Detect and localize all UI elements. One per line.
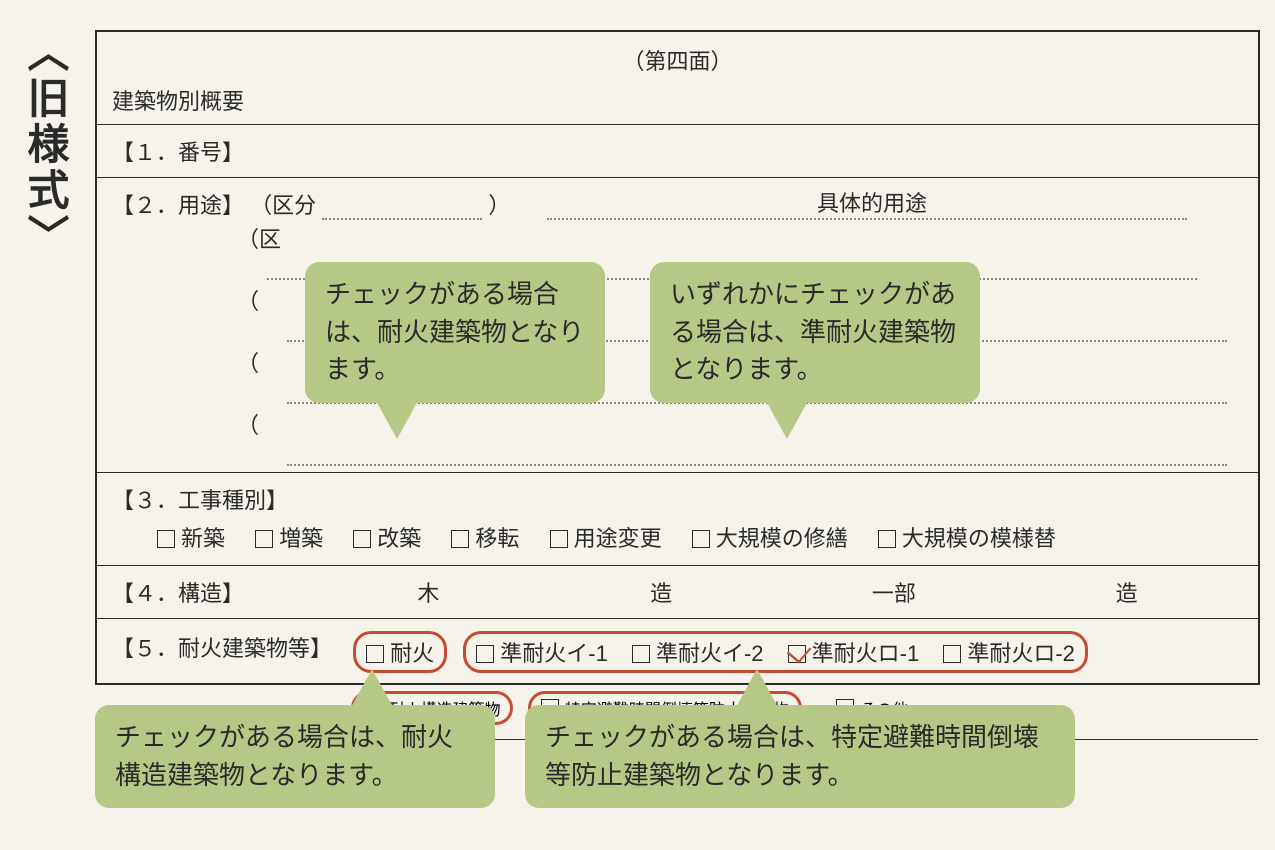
struct-part: 造 [1010, 576, 1243, 608]
checkbox-icon [476, 645, 494, 663]
cb-daikibo-shuzen[interactable]: 大規模の修繕 [692, 521, 848, 553]
cb-label: 耐火 [390, 641, 434, 666]
cb-label: 用途変更 [574, 526, 662, 551]
cb-kaichiku[interactable]: 改築 [353, 521, 421, 553]
callout-text: いずれかにチェックがある場合は、準耐火建築物となります。 [670, 279, 956, 384]
row2-label: 【２．用途】 [112, 188, 244, 220]
cb-iten[interactable]: 移転 [451, 521, 519, 553]
kubun-short: （ [237, 289, 259, 314]
fire-group-2: 準耐火イ-1 準耐火イ-2 準耐火ロ-1 準耐火ロ-2 [463, 631, 1088, 673]
struct-part: 木 [312, 576, 545, 608]
cb-label: 大規模の修繕 [716, 526, 848, 551]
cb-label: 大規模の模様替 [902, 526, 1056, 551]
cb-label: 準耐火ロ-2 [967, 641, 1075, 666]
callout-tail-icon [375, 399, 419, 439]
checkbox-icon [255, 530, 273, 548]
cb-label: 改築 [377, 526, 421, 551]
cb-label: 増築 [279, 526, 323, 551]
cb-label: 移転 [475, 526, 519, 551]
cb-label: 準耐火ロ-1 [812, 641, 920, 666]
cb-daikibo-moyougae[interactable]: 大規模の模様替 [878, 521, 1056, 553]
kubun-prefix: （区分 [250, 193, 316, 218]
callout-tail-icon [765, 399, 809, 439]
row-fireproof: 【５．耐火建築物等】 耐火 準耐火イ-1 準耐火イ-2 準耐火ロ-1 準耐火ロ-… [97, 618, 1258, 683]
row3-label: 【３．工事種別】 [112, 483, 288, 515]
checkbox-icon [366, 645, 384, 663]
cb-youtohenko[interactable]: 用途変更 [550, 521, 662, 553]
struct-part: 一部 [778, 576, 1011, 608]
kubun-short: （ [237, 351, 259, 376]
callout-1: チェックがある場合は、耐火建築物となります。 [305, 262, 605, 403]
kubun-short: （区 [237, 227, 281, 252]
callout-4: チェックがある場合は、特定避難時間倒壊等防止建築物となります。 [525, 705, 1075, 808]
section-title: 建築物別概要 [97, 82, 1258, 124]
checkbox-icon [788, 645, 806, 663]
row5-label: 【５．耐火建築物等】 [112, 631, 347, 663]
cb-juntaika-i1[interactable]: 準耐火イ-1 [476, 636, 608, 668]
dotted-line [287, 442, 1227, 466]
kubun-paren: （区分 ） [250, 193, 1186, 218]
cb-juntaika-ro2[interactable]: 準耐火ロ-2 [943, 636, 1075, 668]
checkbox-icon [692, 530, 710, 548]
page-header: （第四面） [97, 32, 1258, 82]
callout-text: チェックがある場合は、耐火構造建築物となります。 [115, 722, 453, 790]
construction-checkboxes: 新築 増築 改築 移転 用途変更 大規模の修繕 大規模の模様替 [97, 517, 1258, 565]
specific-use-label: 具体的用途 [817, 186, 927, 218]
checkbox-icon [550, 530, 568, 548]
callout-3: チェックがある場合は、耐火構造建築物となります。 [95, 705, 495, 808]
dotted-line [322, 196, 482, 220]
cb-juntaika-i2[interactable]: 準耐火イ-2 [632, 636, 764, 668]
cb-juntaika-ro1[interactable]: 準耐火ロ-1 [788, 636, 920, 668]
row-number: 【１．番号】 [97, 124, 1258, 177]
kubun-short: （ [237, 413, 259, 438]
row-structure: 【４．構造】 木 造 一部 造 [97, 565, 1258, 618]
row-construction-type: 【３．工事種別】 [97, 472, 1258, 517]
checkbox-icon [878, 530, 896, 548]
cb-zochiku[interactable]: 増築 [255, 521, 323, 553]
vertical-title: 〈旧様式〉 [15, 30, 76, 260]
checkbox-icon [353, 530, 371, 548]
cb-label: 準耐火イ-2 [656, 641, 764, 666]
callout-text: チェックがある場合は、特定避難時間倒壊等防止建築物となります。 [545, 722, 1039, 790]
cb-taika[interactable]: 耐火 [366, 636, 434, 668]
cb-label: 新築 [181, 526, 225, 551]
callout-tail-icon [735, 669, 779, 709]
row4-label: 【４．構造】 [112, 576, 312, 608]
callout-tail-icon [350, 669, 394, 709]
struct-part: 造 [545, 576, 778, 608]
callout-2: いずれかにチェックがある場合は、準耐火建築物となります。 [650, 262, 980, 403]
checkbox-icon [451, 530, 469, 548]
checkbox-icon [157, 530, 175, 548]
checkbox-icon [632, 645, 650, 663]
fire-group-1: 耐火 [353, 631, 447, 673]
cb-shinchiku[interactable]: 新築 [157, 521, 225, 553]
callout-text: チェックがある場合は、耐火建築物となります。 [325, 279, 584, 384]
checkbox-icon [943, 645, 961, 663]
cb-label: 準耐火イ-1 [500, 641, 608, 666]
kubun-close: ） [488, 193, 510, 218]
row1-label: 【１．番号】 [112, 135, 244, 167]
